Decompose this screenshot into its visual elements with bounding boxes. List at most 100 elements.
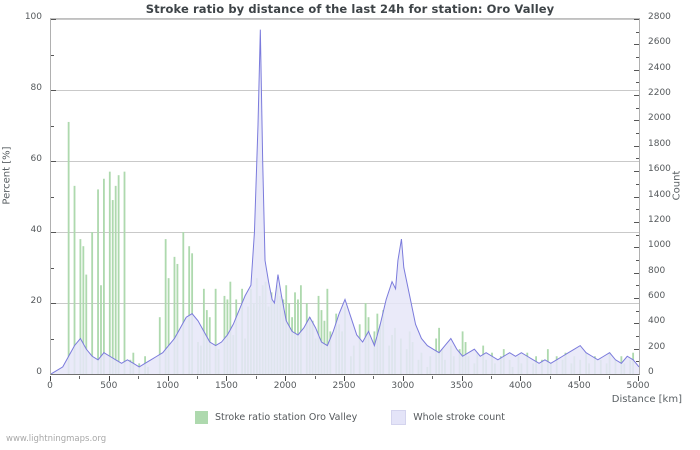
x-axis-tick-label: 4500 xyxy=(567,381,591,391)
x-tick xyxy=(344,376,345,381)
legend-label: Stroke ratio station Oro Valley xyxy=(214,412,358,423)
bar xyxy=(111,200,114,374)
y-tick-right xyxy=(634,374,639,375)
y-axis-right-tick-label: 1000 xyxy=(648,240,671,251)
gridline xyxy=(51,90,639,91)
y-axis-right-tick-label: 400 xyxy=(648,316,666,327)
bar xyxy=(188,246,191,374)
bar xyxy=(103,178,105,374)
x-tick-minor xyxy=(373,376,375,379)
x-tick-minor xyxy=(491,376,492,379)
x-tick-minor xyxy=(197,376,198,379)
x-tick xyxy=(285,376,287,381)
y-tick-right-minor xyxy=(636,133,639,135)
x-tick xyxy=(226,376,228,381)
y-tick-left-minor xyxy=(51,267,54,269)
area-fill xyxy=(51,29,639,374)
y-tick-left xyxy=(51,161,56,162)
y-tick-right xyxy=(634,272,639,274)
y-axis-right-tick-label: 1400 xyxy=(648,189,671,200)
x-axis-tick-label: 1500 xyxy=(214,381,238,391)
y-tick-right xyxy=(634,171,639,173)
y-tick-left xyxy=(51,90,56,91)
bar xyxy=(114,185,117,374)
y-tick-left xyxy=(51,374,56,375)
legend-swatch-icon xyxy=(391,410,407,425)
bar xyxy=(97,189,99,374)
y-tick-right-minor xyxy=(636,310,639,312)
y-tick-right xyxy=(634,69,639,71)
y-axis-right-tick-label: 1200 xyxy=(648,214,671,225)
x-tick xyxy=(167,376,169,381)
legend-item[interactable]: Whole stroke count xyxy=(391,410,505,425)
legend-swatch-icon xyxy=(194,411,208,424)
y-tick-right-minor xyxy=(636,107,639,109)
x-axis-tick-label: 3000 xyxy=(391,381,415,391)
x-axis-tick-label: 1000 xyxy=(156,381,180,391)
y-tick-right-minor xyxy=(636,82,639,84)
plot-area xyxy=(50,18,640,375)
x-axis-tick-label: 2000 xyxy=(273,381,297,391)
bar xyxy=(73,185,76,374)
bar xyxy=(108,171,111,374)
bar xyxy=(182,232,185,374)
y-axis-right-tick-label: 2400 xyxy=(648,62,671,73)
y-tick-right xyxy=(634,247,639,249)
y-axis-right-tick-label: 600 xyxy=(648,290,666,301)
bar xyxy=(82,246,85,374)
gridline xyxy=(51,161,639,162)
y-tick-right-minor xyxy=(636,183,639,185)
y-tick-right xyxy=(634,145,639,147)
y-axis-right-tick-label: 200 xyxy=(648,341,666,352)
bar xyxy=(91,232,94,374)
y-tick-right xyxy=(634,323,639,325)
y-tick-right-minor xyxy=(636,361,639,363)
x-axis-tick-label: 500 xyxy=(100,381,118,391)
page-title: Stroke ratio by distance of the last 24h… xyxy=(145,2,555,16)
bar xyxy=(117,175,120,374)
y-axis-right-tick-label: 2200 xyxy=(648,88,671,99)
y-tick-left xyxy=(51,303,56,304)
y-axis-right-tick-label: 2000 xyxy=(648,113,671,124)
y-tick-right xyxy=(634,95,639,97)
x-tick xyxy=(108,376,110,381)
bar xyxy=(67,121,70,374)
x-axis-tick-label: 5000 xyxy=(626,381,650,391)
y-axis-left-tick-label: 100 xyxy=(24,12,42,22)
y-axis-right-tick-label: 0 xyxy=(648,367,654,377)
y-axis-right-tick-label: 2600 xyxy=(648,37,671,48)
x-axis-tick-label: 3500 xyxy=(450,381,474,391)
y-tick-right xyxy=(634,348,639,350)
x-axis-tick-label: 4000 xyxy=(508,381,532,391)
y-axis-left-tick-label: 0 xyxy=(36,367,42,377)
y-axis-left-tick-label: 60 xyxy=(30,154,42,164)
x-tick-minor xyxy=(314,376,316,379)
bar xyxy=(214,288,217,374)
y-axis-right-tick-label: 1600 xyxy=(648,164,671,175)
bar xyxy=(85,274,88,374)
y-tick-left-minor xyxy=(51,196,54,198)
y-tick-right xyxy=(634,120,639,122)
gridline xyxy=(51,19,639,20)
y-axis-right-tick-label: 2800 xyxy=(648,12,671,22)
x-tick-minor xyxy=(255,376,257,379)
bar xyxy=(299,285,302,374)
y-tick-right-minor xyxy=(636,335,639,337)
bar xyxy=(461,331,464,374)
x-tick xyxy=(520,376,522,381)
y-tick-right-minor xyxy=(636,31,639,33)
legend-item[interactable]: Stroke ratio station Oro Valley xyxy=(194,411,358,424)
y-axis-right-tick-label: 1800 xyxy=(648,138,671,149)
bar xyxy=(158,317,161,374)
y-tick-right-minor xyxy=(636,285,639,287)
y-axis-right-tick-label: 800 xyxy=(648,265,666,276)
bar xyxy=(173,256,176,374)
x-tick-minor xyxy=(549,376,551,379)
bar xyxy=(176,263,179,374)
y-tick-left-minor xyxy=(51,338,54,340)
legend-label: Whole stroke count xyxy=(413,412,505,423)
y-tick-right-minor xyxy=(636,158,639,160)
bar xyxy=(223,295,226,374)
legend: Stroke ratio station Oro Valley Whole str… xyxy=(0,410,700,425)
y-tick-right xyxy=(634,196,639,198)
